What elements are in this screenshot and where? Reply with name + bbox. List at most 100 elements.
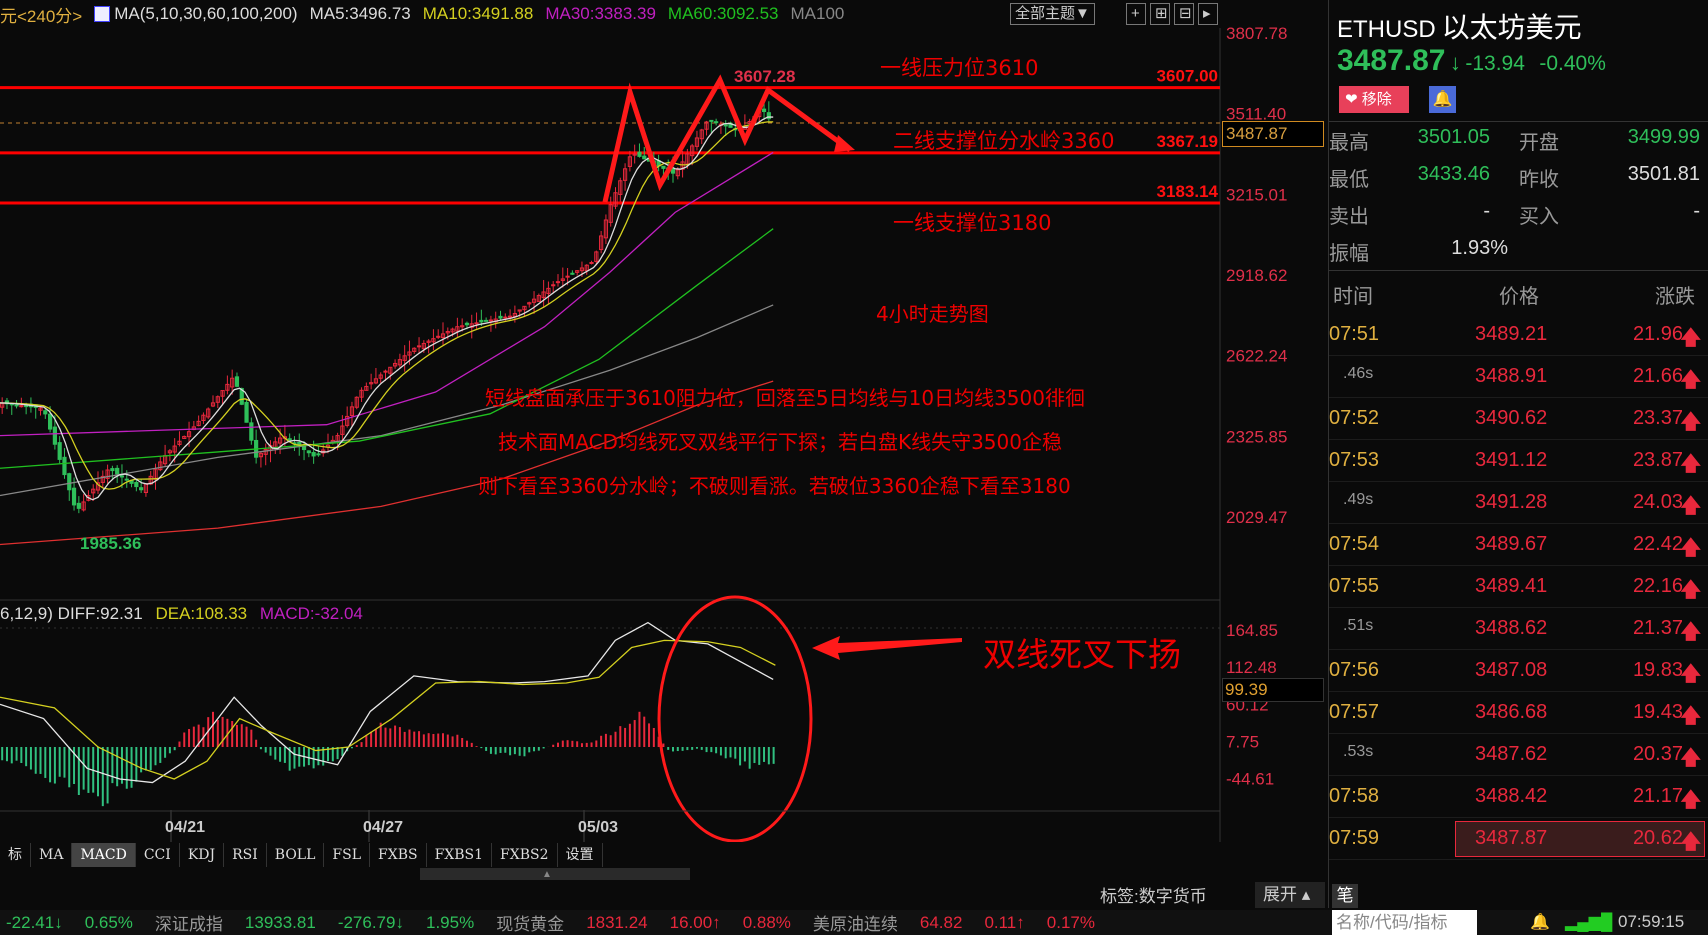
candle-body xyxy=(139,487,144,491)
tick-row[interactable]: 07:59 3487.87 20.62 🡅 xyxy=(1329,818,1708,860)
price-tick: 3511.40 xyxy=(1226,105,1286,124)
tab-ma[interactable]: MA xyxy=(31,843,73,867)
tick-row[interactable]: .53s 3487.62 20.37 🡅 xyxy=(1329,734,1708,776)
candle-body xyxy=(546,287,551,294)
period-label[interactable]: 元<240分> xyxy=(0,6,83,26)
expand-button[interactable]: 展开 ▴ xyxy=(1255,882,1325,908)
stat-label: 最高 xyxy=(1329,132,1369,154)
tick-price: 3486.68 xyxy=(1475,701,1548,723)
tick-row[interactable]: .51s 3488.62 21.37 🡅 xyxy=(1329,608,1708,650)
candle-body xyxy=(158,461,163,471)
tick-row[interactable]: 07:58 3488.42 21.17 🡅 xyxy=(1329,776,1708,818)
tick-row[interactable]: .49s 3491.28 24.03 🡅 xyxy=(1329,482,1708,524)
up-arrow-icon: 🡅 xyxy=(1680,747,1701,769)
remove-favorite-button[interactable]: ❤ 移除 xyxy=(1339,86,1409,113)
theme-dropdown[interactable]: 全部主题▼ xyxy=(1010,3,1095,25)
tab-fxbs1[interactable]: FXBS1 xyxy=(427,843,493,867)
bell-icon[interactable]: 🔔 xyxy=(1429,86,1456,113)
zoom-out-icon[interactable]: ⊟ xyxy=(1174,3,1194,25)
scroll-up-icon[interactable]: ▲ xyxy=(542,869,552,880)
candle-body xyxy=(642,155,647,160)
search-input[interactable]: 名称/代码/指标 xyxy=(1332,910,1477,935)
pen-button[interactable]: 笔 xyxy=(1332,884,1358,908)
tab-macd[interactable]: MACD xyxy=(72,843,136,867)
tick-row[interactable]: .46s 3488.91 21.66 🡅 xyxy=(1329,356,1708,398)
candle-body xyxy=(536,295,541,302)
candle-body xyxy=(431,338,436,343)
stat-value: - xyxy=(1483,200,1490,222)
ma100-value: MA100 xyxy=(790,4,845,23)
price-tick: 2325.85 xyxy=(1226,427,1287,446)
ticker-item[interactable]: 现货黄金 xyxy=(496,915,565,934)
candle-body xyxy=(225,383,230,391)
tab-fsl[interactable]: FSL xyxy=(324,843,371,867)
ticker-item: 64.82 xyxy=(919,912,963,932)
tick-row[interactable]: 07:53 3491.12 23.87 🡅 xyxy=(1329,440,1708,482)
tick-row[interactable]: 07:57 3486.68 19.43 🡅 xyxy=(1329,692,1708,734)
candle-body xyxy=(134,482,139,488)
candle-body xyxy=(110,468,115,472)
tick-price: 3487.87 xyxy=(1475,827,1548,849)
support1-note: 一线支撑位3180 xyxy=(893,211,1052,235)
candle-body xyxy=(661,165,666,169)
tick-row[interactable]: 07:54 3489.67 22.42 🡅 xyxy=(1329,524,1708,566)
stat-label: 买入 xyxy=(1519,206,1559,228)
stat-label: 最低 xyxy=(1329,169,1369,191)
candle-body xyxy=(340,425,345,435)
macd-value: MACD:-32.04 xyxy=(259,604,363,623)
ma5-value: MA5:3496.73 xyxy=(309,4,411,23)
tab-标[interactable]: 标 xyxy=(0,843,31,867)
diff-line xyxy=(0,621,774,784)
tab-fxbs[interactable]: FXBS xyxy=(370,843,427,867)
candle-body xyxy=(100,475,105,483)
tab-boll[interactable]: BOLL xyxy=(267,843,325,867)
tick-change: 21.17 xyxy=(1632,785,1683,807)
candle-body xyxy=(81,501,86,511)
price-change: -13.94 xyxy=(1465,52,1525,75)
scrollbar[interactable]: ▲ xyxy=(420,868,690,880)
tick-change: 20.62 xyxy=(1632,827,1683,849)
candle-body xyxy=(215,396,220,403)
candle-body xyxy=(479,319,484,323)
tick-row[interactable]: 07:52 3490.62 23.37 🡅 xyxy=(1329,398,1708,440)
kline-chart[interactable]: 3807.78 3511.40 3215.01 2918.62 2622.24 2325.… xyxy=(0,0,1328,842)
candle-body xyxy=(766,112,771,120)
ma5-line xyxy=(0,116,774,501)
tab-fxbs2[interactable]: FXBS2 xyxy=(492,843,558,867)
zoom-in-icon[interactable]: ⊞ xyxy=(1150,3,1170,25)
tab-cci[interactable]: CCI xyxy=(136,843,180,867)
candle-body xyxy=(680,161,685,170)
tab-rsi[interactable]: RSI xyxy=(224,843,267,867)
ticker-item[interactable]: 美原油连续 xyxy=(812,915,898,934)
tab-设置[interactable]: 设置 xyxy=(558,843,603,867)
crosshair-icon[interactable]: + xyxy=(1126,3,1146,25)
candle-body xyxy=(714,121,719,124)
candle-body xyxy=(249,422,254,441)
ticker-item[interactable]: 深证成指 xyxy=(154,915,223,934)
tick-change: 19.43 xyxy=(1632,701,1683,723)
tick-row[interactable]: 07:55 3489.41 22.16 🡅 xyxy=(1329,566,1708,608)
candle-body xyxy=(67,473,72,491)
ma-params: MA(5,10,30,60,100,200) xyxy=(114,4,298,23)
tab-kdj[interactable]: KDJ xyxy=(180,843,225,867)
tick-row[interactable]: 07:51 3489.21 21.96 🡅 xyxy=(1329,314,1708,356)
candle-body xyxy=(369,382,374,385)
col-price: 价格 xyxy=(1499,286,1539,308)
tick-price: 3489.67 xyxy=(1475,533,1548,555)
tick-row[interactable]: 07:56 3487.08 19.83 🡅 xyxy=(1329,650,1708,692)
macd-tick: -44.61 xyxy=(1226,770,1274,789)
candle-body xyxy=(196,420,201,427)
next-icon[interactable]: ▸ xyxy=(1198,3,1218,25)
up-arrow-icon: 🡅 xyxy=(1680,831,1701,853)
ma10-value: MA10:3491.88 xyxy=(422,4,534,23)
candle-body xyxy=(239,388,244,405)
candle-body xyxy=(436,335,441,338)
candle-body xyxy=(14,404,19,407)
bell-alert-icon[interactable]: 🔔 xyxy=(1530,914,1550,931)
dea-line xyxy=(0,639,776,780)
up-arrow-icon: 🡅 xyxy=(1680,495,1701,517)
candle-body xyxy=(551,284,556,287)
ticker-item: 16.00↑ xyxy=(669,912,721,932)
tick-time: .46s xyxy=(1343,365,1374,382)
candle-body xyxy=(167,450,172,454)
